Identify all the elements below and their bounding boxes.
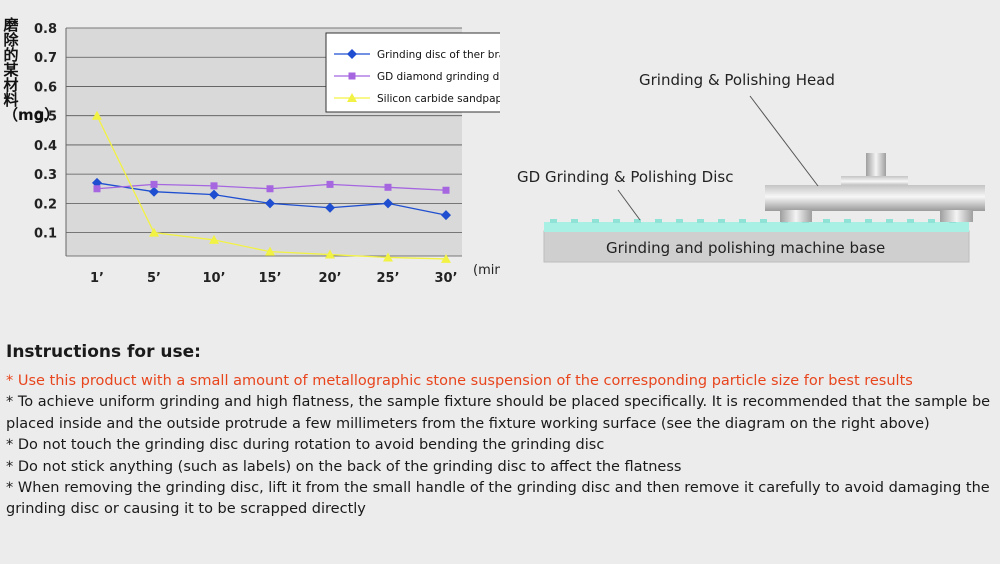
x-tick-label: 20’ [318, 271, 341, 286]
instruction-item: * To achieve uniform grinding and high f… [6, 394, 991, 432]
machine-diagram: Grinding & Polishing Head GD Grinding & … [517, 71, 985, 263]
legend-label: Grinding disc of ther brand [377, 49, 500, 61]
y-ticks: 0.1 0.2 0.3 0.4 0.5 0.6 0.7 0.8 [34, 22, 57, 242]
y-tick-label: 0.8 [34, 22, 57, 37]
y-tick-label: 0.5 [34, 110, 57, 125]
data-point [383, 252, 393, 262]
instruction-item: * Do not touch the grinding disc during … [6, 437, 605, 454]
instructions-title: Instructions for use: [6, 342, 201, 362]
instructions-section: Instructions for use: * Use this product… [6, 342, 996, 521]
x-axis-unit: (mins) [473, 263, 500, 278]
data-point [442, 186, 450, 194]
line-chart: 0.1 0.2 0.3 0.4 0.5 0.6 0.7 0.8 1’ 5’ 10’ 15’ 20’ 25… [34, 22, 500, 286]
base-label: Grinding and polishing machine base [606, 239, 885, 257]
x-tick-label: 5’ [147, 271, 161, 286]
data-point [92, 110, 102, 120]
sample-holder-right [940, 210, 973, 222]
disc-bump [550, 219, 557, 223]
legend-label: Silicon carbide sandpaper [377, 93, 500, 105]
legend-label: GD diamond grinding disc [377, 71, 500, 83]
disc-bump [613, 219, 620, 223]
head-label: Grinding & Polishing Head [639, 71, 835, 89]
disc-bump [697, 219, 704, 223]
x-tick-label: 1’ [90, 271, 104, 286]
legend-marker [348, 72, 356, 80]
disc-bump [886, 219, 893, 223]
data-point [210, 182, 218, 190]
instruction-item: * Use this product with a small amount o… [6, 373, 913, 389]
disc-bump [592, 219, 599, 223]
data-point [325, 249, 335, 259]
head-shaft [866, 153, 886, 178]
x-ticks: 1’ 5’ 10’ 15’ 20’ 25’ 30’ [90, 271, 458, 286]
instruction-item: * When removing the grinding disc, lift … [6, 480, 990, 518]
x-tick-label: 30’ [434, 271, 457, 286]
series-3 [92, 110, 451, 263]
data-point [266, 185, 274, 193]
x-tick-label: 10’ [202, 271, 225, 286]
data-point [384, 183, 392, 191]
disc-bump [634, 219, 641, 223]
disc-label: GD Grinding & Polishing Disc [517, 168, 733, 186]
data-point [383, 198, 393, 209]
data-point [149, 186, 159, 197]
y-tick-label: 0.1 [34, 227, 57, 242]
data-point [209, 189, 219, 200]
data-point [265, 198, 275, 209]
disc-pointer [617, 189, 641, 221]
grinding-disc [544, 222, 969, 232]
disc-bump [676, 219, 683, 223]
data-point [441, 210, 451, 221]
sample-holder-left [780, 210, 812, 222]
data-point [265, 246, 275, 256]
data-point [93, 185, 101, 193]
legend-marker [347, 49, 357, 59]
y-tick-label: 0.7 [34, 51, 57, 66]
data-point [149, 227, 159, 237]
data-point [441, 253, 451, 263]
y-tick-label: 0.4 [34, 139, 57, 154]
series-2 [93, 180, 450, 194]
disc-bump [718, 219, 725, 223]
x-tick-label: 15’ [258, 271, 281, 286]
series-1 [92, 177, 451, 221]
disc-bump [655, 219, 662, 223]
y-tick-label: 0.2 [34, 197, 57, 212]
data-point [209, 234, 219, 244]
series-layer [92, 110, 451, 263]
head-plate [765, 185, 985, 211]
y-tick-label: 0.3 [34, 168, 57, 183]
disc-bump [760, 219, 767, 223]
disc-bump [844, 219, 851, 223]
legend-marker [347, 93, 357, 102]
disc-bump [739, 219, 746, 223]
data-point [326, 180, 334, 188]
instruction-item: * Do not stick anything (such as labels)… [6, 458, 682, 475]
disc-bump [928, 219, 935, 223]
x-tick-label: 25’ [376, 271, 399, 286]
head-pointer [749, 95, 819, 187]
disc-bump [823, 219, 830, 223]
disc-bump [571, 219, 578, 223]
disc-bump [907, 219, 914, 223]
data-point [325, 202, 335, 213]
machine-base [543, 230, 970, 263]
y-axis-label: 磨除的某材料（mg） [3, 16, 60, 124]
disc-bump [865, 219, 872, 223]
legend: Grinding disc of ther brand GD diamond gr… [325, 32, 500, 113]
data-point [150, 180, 158, 188]
y-tick-label: 0.6 [34, 80, 57, 95]
